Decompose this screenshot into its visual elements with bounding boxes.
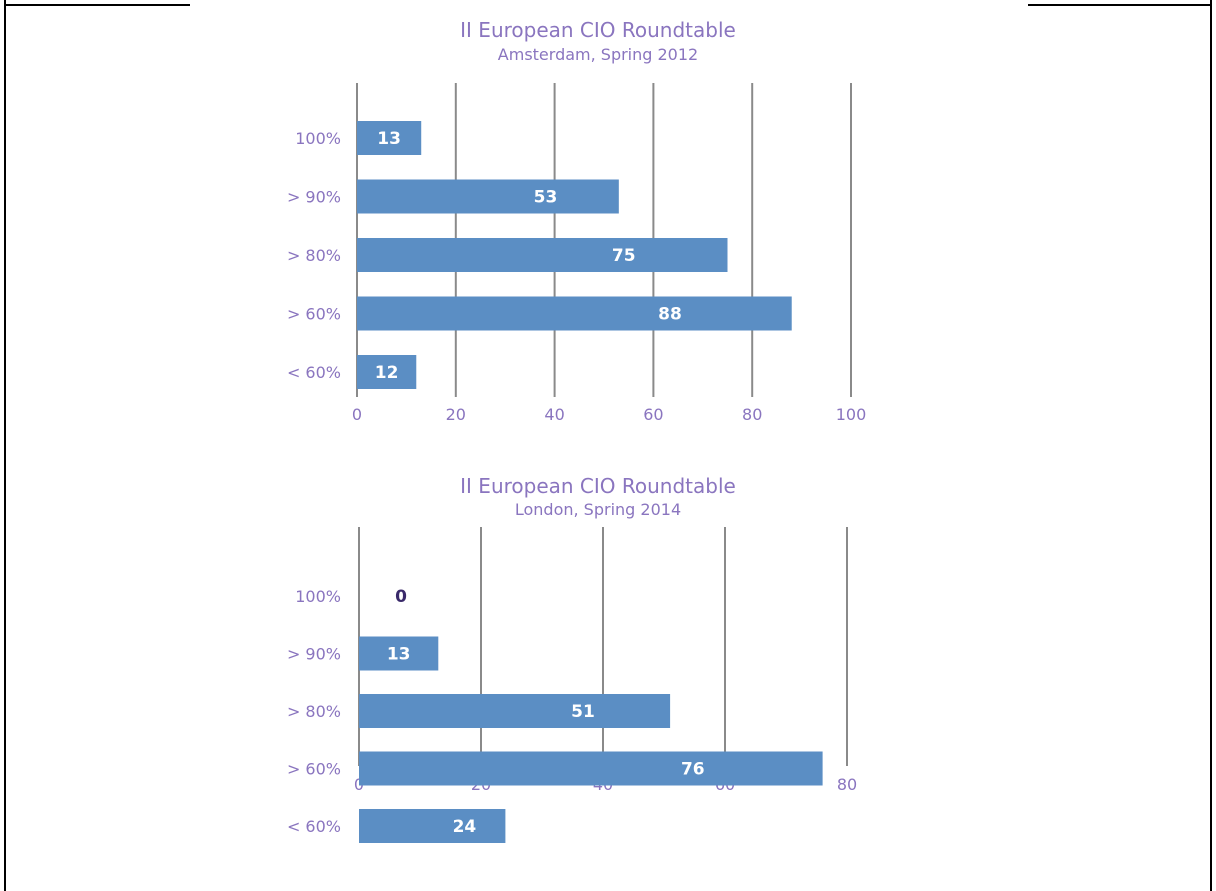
bar-value-label: 12	[375, 363, 399, 383]
bar-value-label: 53	[534, 188, 558, 208]
category-label: > 60%	[287, 760, 341, 779]
x-tick-label: 80	[742, 405, 762, 424]
x-tick-label: 60	[643, 405, 663, 424]
category-label: < 60%	[287, 363, 341, 382]
bar	[359, 636, 439, 671]
category-label: 100%	[295, 587, 341, 606]
category-label: 100%	[295, 129, 341, 148]
x-tick-label: 20	[446, 405, 466, 424]
bar-value-label: 51	[571, 702, 595, 722]
bar-value-label: 13	[377, 129, 401, 149]
bar-value-label: 13	[387, 645, 411, 665]
category-label: > 90%	[287, 188, 341, 207]
category-label: > 60%	[287, 305, 341, 324]
category-label: > 80%	[287, 246, 341, 265]
chart-london: II European CIO Roundtable London, Spring…	[287, 474, 857, 843]
bar-value-label: 75	[612, 246, 636, 266]
x-tick-label: 80	[837, 775, 857, 794]
chart-subtitle: Amsterdam, Spring 2012	[498, 45, 698, 64]
bar	[357, 238, 728, 272]
chart-amsterdam: II European CIO Roundtable Amsterdam, Spr…	[287, 18, 866, 424]
bar-value-label: 76	[681, 760, 705, 780]
bar	[357, 121, 422, 155]
bar	[357, 296, 792, 331]
category-label: > 90%	[287, 645, 341, 664]
chart-title: II European CIO Roundtable	[460, 474, 736, 498]
bar-value-label: 0	[395, 587, 407, 607]
category-label: > 80%	[287, 702, 341, 721]
bar	[357, 355, 417, 389]
bar	[359, 809, 506, 843]
category-label: < 60%	[287, 817, 341, 836]
bar	[359, 751, 823, 786]
bar	[359, 694, 671, 728]
x-tick-label: 40	[544, 405, 564, 424]
bar-value-label: 88	[658, 305, 682, 325]
chart-subtitle: London, Spring 2014	[515, 500, 681, 519]
bar	[357, 179, 619, 214]
x-tick-label: 0	[352, 405, 362, 424]
chart-title: II European CIO Roundtable	[460, 18, 736, 42]
bar-value-label: 24	[453, 817, 477, 837]
x-tick-label: 100	[836, 405, 867, 424]
